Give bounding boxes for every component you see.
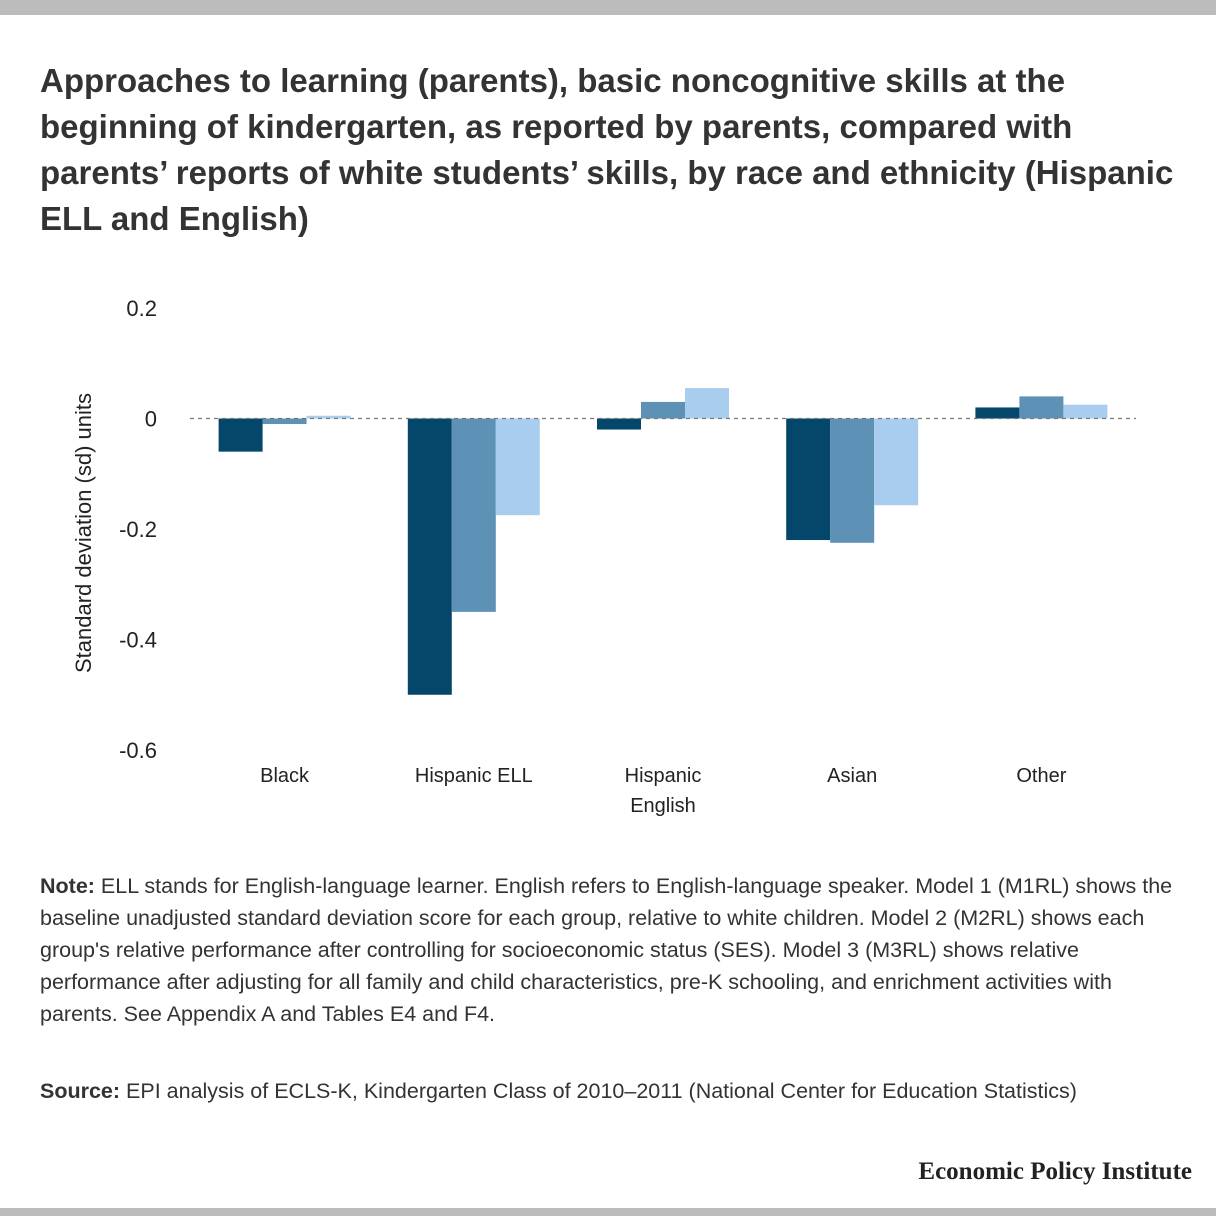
bottom-border [0, 1208, 1216, 1216]
bar-chart: 0.2 0 -0.2 -0.4 -0.6 Standard deviation (sd) … [71, 296, 1136, 817]
bar [685, 388, 729, 419]
bar [1019, 396, 1064, 419]
x-tick-label: Black [260, 765, 310, 787]
bar [641, 401, 685, 419]
chart-note: Note: ELL stands for English-language le… [40, 870, 1180, 1030]
chart-source: Source: EPI analysis of ECLS-K, Kinderga… [40, 1075, 1180, 1107]
bar [975, 407, 1020, 419]
chart-title: Approaches to learning (parents), basic … [40, 62, 1174, 237]
bar [597, 418, 641, 430]
y-tick-label: -0.4 [119, 628, 157, 653]
x-tick-label: Other [1016, 765, 1066, 787]
bar [306, 415, 351, 419]
bar [451, 418, 496, 612]
y-tick-label: 0 [145, 407, 157, 432]
y-tick-label: 0.2 [126, 296, 157, 321]
bar [874, 418, 919, 506]
bar [262, 418, 307, 425]
x-tick-label: English [630, 795, 696, 817]
note-text: ELL stands for English-language learner.… [40, 874, 1173, 1026]
bar [495, 418, 540, 516]
top-border [0, 0, 1216, 15]
y-tick-label: -0.2 [119, 517, 157, 542]
bar [218, 418, 263, 452]
source-text: EPI analysis of ECLS-K, Kindergarten Cla… [120, 1079, 1077, 1103]
y-tick-label: -0.6 [119, 738, 157, 763]
bar [786, 418, 831, 541]
x-tick-label: Hispanic [625, 765, 702, 787]
source-label: Source: [40, 1079, 121, 1103]
y-axis-label: Standard deviation (sd) units [71, 393, 96, 673]
note-label: Note: [40, 874, 95, 898]
x-tick-label: Hispanic ELL [415, 765, 533, 787]
bar [830, 418, 875, 543]
bar [1063, 404, 1108, 419]
brand-logo: Economic Policy Institute [918, 1158, 1192, 1185]
bar [407, 418, 452, 695]
x-tick-label: Asian [827, 765, 877, 787]
